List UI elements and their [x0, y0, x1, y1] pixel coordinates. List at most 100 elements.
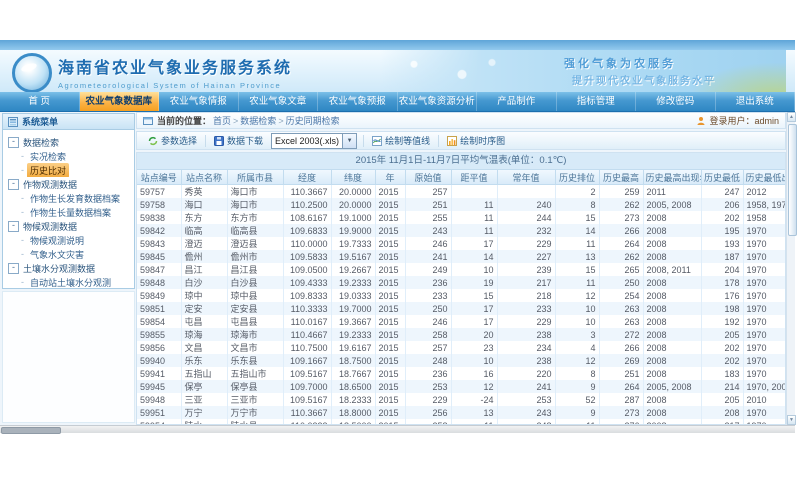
table-cell: 257: [405, 341, 452, 354]
table-cell: 1970: [743, 354, 785, 367]
sidebar-item-2-1[interactable]: - 气象水文灾害: [6, 247, 131, 261]
horizontal-scrollbar[interactable]: [0, 425, 795, 434]
table-header-row: 站点编号 站点名称 所属市县 经度 纬度年原始值 距平值 常年值 历史排位 历史最高 历史最高出现…: [137, 170, 785, 185]
chevron-down-icon[interactable]: ▼: [342, 133, 357, 148]
table-row: 59941 五指山 五指山市 109.5167 18.7667 2015 236 16 220 8…: [137, 367, 785, 380]
table-cell: 187: [701, 250, 744, 263]
table-cell: 229: [497, 315, 556, 328]
table-cell: 2015: [375, 341, 406, 354]
logo-wave: [20, 61, 38, 74]
download-format-select[interactable]: Excel 2003(.xls) ▼: [271, 132, 358, 149]
table-cell: 214: [701, 380, 744, 393]
table-cell: 110.3667: [283, 406, 332, 419]
sidebar-node-label: 作物观测数据: [23, 179, 78, 190]
table-cell: 110.3667: [283, 184, 332, 198]
sidebar-item-2-0[interactable]: - 物候观测说明: [6, 233, 131, 247]
table-cell: 11: [555, 419, 600, 424]
nav-tab-7[interactable]: 指标管理: [557, 92, 636, 111]
breadcrumb-link-1[interactable]: 数据检索: [240, 116, 277, 126]
collapse-icon[interactable]: -: [8, 262, 19, 274]
table-cell: 273: [599, 211, 644, 224]
refresh-icon: [148, 136, 158, 145]
nav-tab-2[interactable]: 农业气象情报: [159, 92, 239, 111]
table-cell: 1970: [743, 237, 785, 250]
breadcrumb-link-2[interactable]: 历史同期检索: [285, 116, 340, 126]
table-cell: 23: [451, 341, 498, 354]
vertical-scrollbar[interactable]: ▲ ▼: [786, 112, 797, 425]
table-cell: 59941: [137, 367, 182, 380]
main-nav: 首 页农业气象数据库 农业气象情报 农业气象文章 农业气象预报 农业气象资源分析 产品制作…: [0, 92, 795, 112]
table-cell: 2010: [743, 393, 785, 406]
sidebar-item-1-0[interactable]: - 作物生长发育数据档案: [6, 191, 131, 205]
draw-timeseries-button[interactable]: 绘制时序图: [442, 134, 510, 147]
vertical-scroll-thumb[interactable]: [788, 124, 797, 236]
collapse-icon[interactable]: -: [8, 136, 19, 148]
nav-tab-6[interactable]: 产品制作: [477, 92, 557, 111]
table-row: 59954陵水陵水县110.033318.5000201525811248112…: [137, 419, 785, 424]
login-user: 登录用户：admin: [696, 114, 779, 127]
sidebar-item-0-0[interactable]: - 实况检索: [6, 149, 131, 163]
sidebar-node-3[interactable]: - 土壤水分观测数据: [6, 261, 131, 275]
table-cell: 定安: [181, 302, 228, 315]
table-cell: 249: [405, 263, 452, 276]
collapse-icon[interactable]: -: [8, 178, 19, 190]
column-header: 历史排位: [555, 170, 600, 185]
breadcrumb-link-0[interactable]: 首页: [213, 116, 232, 126]
table-cell: 17: [451, 315, 498, 328]
table-cell: 15: [451, 289, 498, 302]
table-cell: 251: [599, 367, 644, 380]
breadcrumb-label: 当前的位置：: [157, 116, 212, 126]
sidebar-node-1[interactable]: - 作物观测数据: [6, 177, 131, 191]
table-cell: 2015: [375, 419, 406, 424]
table-cell: 2015: [375, 276, 406, 289]
sidebar-node-0[interactable]: - 数据检索: [6, 135, 131, 149]
menu-icon: [8, 116, 18, 127]
table-row: 59851 定安 定安县 110.3333 19.7000 2015 250 17 233 10 2…: [137, 302, 785, 315]
table-cell: 59849: [137, 289, 182, 302]
nav-tab-9[interactable]: 退出系统: [716, 92, 795, 111]
table-cell: 19.6167: [331, 341, 376, 354]
sidebar-item-3-0[interactable]: - 自动站土壤水分观测: [6, 275, 131, 289]
sidebar-node-2[interactable]: - 物候观测数据: [6, 219, 131, 233]
scroll-down-arrow[interactable]: ▼: [787, 415, 796, 425]
scroll-up-arrow[interactable]: ▲: [787, 112, 796, 122]
nav-tab-4[interactable]: 农业气象预报: [318, 92, 398, 111]
table-cell: 238: [497, 328, 556, 341]
nav-tab-3[interactable]: 农业气象文章: [239, 92, 318, 111]
nav-tab-0[interactable]: 首 页: [0, 92, 80, 111]
table-cell: 11: [555, 237, 600, 250]
sidebar-lower-panel: [2, 291, 135, 423]
table-cell: 217: [701, 419, 744, 424]
table-cell: 183: [701, 367, 744, 380]
collapse-icon[interactable]: -: [8, 220, 19, 232]
nav-tab-1[interactable]: 农业气象数据库: [79, 92, 159, 111]
param-select-label: 参数选择: [161, 136, 198, 146]
table-cell: 217: [497, 276, 556, 289]
table-cell: [451, 184, 498, 198]
sidebar-item-1-1[interactable]: - 作物生长量数据档案: [6, 205, 131, 219]
table-cell: 18.7500: [331, 354, 376, 367]
draw-isoline-button[interactable]: 绘制等值线: [367, 134, 435, 147]
param-select-button[interactable]: 参数选择: [143, 134, 202, 147]
table-cell: 2015: [375, 237, 406, 250]
nav-tab-8[interactable]: 修改密码: [636, 92, 716, 111]
table-cell: 229: [497, 237, 556, 250]
table-cell: 52: [555, 393, 600, 406]
table-cell: 琼海市: [227, 328, 284, 341]
table-cell: 秀英: [181, 184, 228, 198]
table-cell: 269: [599, 354, 644, 367]
column-header: 历史最高: [599, 170, 644, 185]
table-cell: 3: [555, 328, 600, 341]
table-cell: 文昌市: [227, 341, 284, 354]
table-cell: 18.2333: [331, 393, 376, 406]
table-cell: 109.5167: [283, 393, 332, 406]
horizontal-scroll-thumb[interactable]: [1, 427, 61, 434]
table-row: 59948 三亚 三亚市 109.5167 18.2333 2015 229 -24 253 52…: [137, 393, 785, 406]
nav-tab-5[interactable]: 农业气象资源分析: [398, 92, 477, 111]
table-cell: 14: [555, 224, 600, 237]
sidebar-item-0-1[interactable]: - 历史比对: [6, 163, 131, 177]
data-download-button[interactable]: 数据下载: [209, 134, 268, 147]
table-cell: 241: [497, 380, 556, 393]
table-cell: 59845: [137, 250, 182, 263]
table-cell: 10: [451, 354, 498, 367]
